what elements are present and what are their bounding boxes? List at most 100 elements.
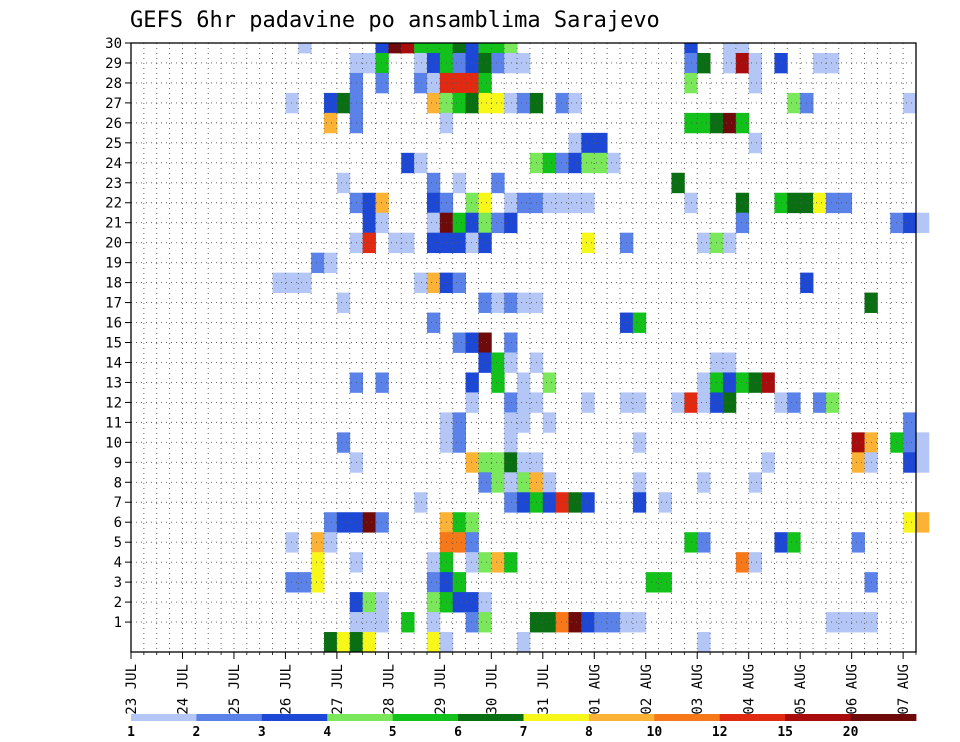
cell-m1-s34: [568, 612, 582, 633]
y-tick-label-8: 8: [114, 475, 122, 491]
cell-m29-s48: [748, 52, 762, 74]
cell-m22-s34: [568, 192, 582, 214]
colorbar-label-5: 6: [454, 725, 462, 740]
x-tick-label-15: 07 AUG: [896, 664, 912, 715]
cell-m28-s48: [748, 72, 762, 94]
x-tick-label-5: 28 JUL: [381, 664, 397, 715]
cell-m21-s18: [362, 212, 376, 234]
cell-m0-s17: [349, 632, 364, 653]
cell-m24-s35: [581, 152, 595, 174]
cell-m13-s32: [542, 372, 557, 393]
cell-m30-s27: [478, 43, 492, 54]
cell-m29-s29: [504, 52, 518, 74]
cell-m22-s32: [542, 192, 557, 214]
colorbar-label-11: 20: [843, 725, 859, 740]
cell-m12-s26: [465, 392, 479, 413]
cell-m21-s28: [491, 212, 505, 234]
cell-m22-s55: [838, 192, 853, 214]
cell-m24-s33: [555, 152, 569, 174]
cell-m1-s18: [362, 612, 376, 633]
cell-m1-s55: [838, 612, 853, 633]
cell-m22-s27: [478, 192, 492, 214]
y-tick-label-12: 12: [105, 395, 122, 411]
cell-m2-s25: [452, 592, 466, 613]
cell-m10-s60: [903, 432, 917, 453]
cell-m29-s19: [375, 52, 389, 74]
cell-m9-s60: [903, 452, 917, 473]
cell-m13-s46: [722, 372, 737, 393]
cell-m9-s30: [517, 452, 531, 473]
cell-m12-s54: [825, 392, 840, 413]
x-tick-label-3: 26 JUL: [278, 664, 294, 715]
cell-m28-s22: [414, 72, 428, 94]
x-tick-label-14: 06 AUG: [845, 664, 861, 715]
cell-m28-s43: [684, 72, 698, 94]
cell-m4-s28: [491, 552, 505, 573]
cell-m18-s11: [272, 272, 286, 293]
cell-m18-s23: [426, 272, 441, 293]
cell-m1-s26: [465, 612, 479, 633]
colorbar-label-4: 5: [389, 725, 397, 740]
cell-m9-s27: [478, 452, 492, 473]
cell-m7-s35: [581, 492, 595, 513]
cell-m8-s29: [504, 472, 518, 493]
cell-m29-s28: [491, 52, 505, 74]
cell-m4-s47: [735, 552, 750, 573]
cell-m17-s29: [504, 292, 518, 313]
cell-m7-s39: [632, 492, 647, 513]
cell-m8-s28: [491, 472, 505, 493]
cell-m6-s18: [362, 512, 376, 533]
cell-m29-s27: [478, 52, 492, 74]
cell-m7-s22: [414, 492, 428, 513]
cell-m11-s30: [517, 412, 531, 433]
cell-m6-s25: [452, 512, 466, 533]
y-tick-label-15: 15: [105, 336, 122, 352]
cell-m10-s61: [916, 432, 930, 453]
plot-frame: [130, 42, 917, 653]
x-tick-label-1: 24 JUL: [175, 664, 191, 715]
cell-m1-s56: [851, 612, 865, 633]
cell-m22-s19: [375, 192, 389, 214]
x-tick-label-10: 02 AUG: [639, 664, 655, 715]
cell-m12-s46: [722, 392, 737, 413]
cell-m27-s23: [426, 92, 441, 114]
cell-m0-s30: [517, 632, 531, 653]
cell-m9-s61: [916, 452, 930, 473]
cell-m22-s35: [581, 192, 595, 214]
colorbar-swatch-6: [523, 714, 590, 721]
cell-m4-s23: [426, 552, 441, 573]
cell-m24-s22: [414, 152, 428, 174]
cell-m30-s46: [722, 43, 737, 54]
cell-m30-s26: [465, 43, 479, 54]
cell-m27-s26: [465, 92, 479, 114]
cell-m11-s60: [903, 412, 917, 433]
cell-m1-s23: [426, 612, 441, 633]
cell-m27-s28: [491, 92, 505, 114]
chart-title: GEFS 6hr padavine po ansamblima Sarajevo: [130, 8, 660, 33]
cell-m2-s18: [362, 592, 376, 613]
cell-m21-s47: [735, 212, 750, 234]
cell-m4-s14: [311, 552, 325, 573]
cell-m3-s23: [426, 572, 441, 593]
cell-m20-s20: [388, 232, 402, 254]
cell-m29-s26: [465, 52, 479, 74]
cell-m1-s36: [594, 612, 608, 633]
cell-m23-s16: [336, 172, 351, 194]
cell-m4-s29: [504, 552, 518, 573]
cell-m1-s33: [555, 612, 569, 633]
y-tick-label-29: 29: [105, 56, 122, 72]
cell-m28-s26: [465, 72, 479, 94]
y-tick-label-17: 17: [105, 296, 122, 312]
cell-m17-s30: [517, 292, 531, 313]
cell-m29-s22: [414, 52, 428, 74]
colorbar: 1 2 3 4 5 6 7 8 10 12 15 20: [127, 714, 917, 740]
cell-m12-s30: [517, 392, 531, 413]
x-tick-label-4: 27 JUL: [330, 664, 346, 715]
cell-m21-s19: [375, 212, 389, 234]
cell-m7-s34: [568, 492, 582, 513]
cell-m26-s43: [684, 112, 698, 134]
x-tick-label-0: 23 JUL: [124, 664, 140, 715]
cell-m23-s23: [426, 172, 441, 194]
cell-m18-s22: [414, 272, 428, 293]
